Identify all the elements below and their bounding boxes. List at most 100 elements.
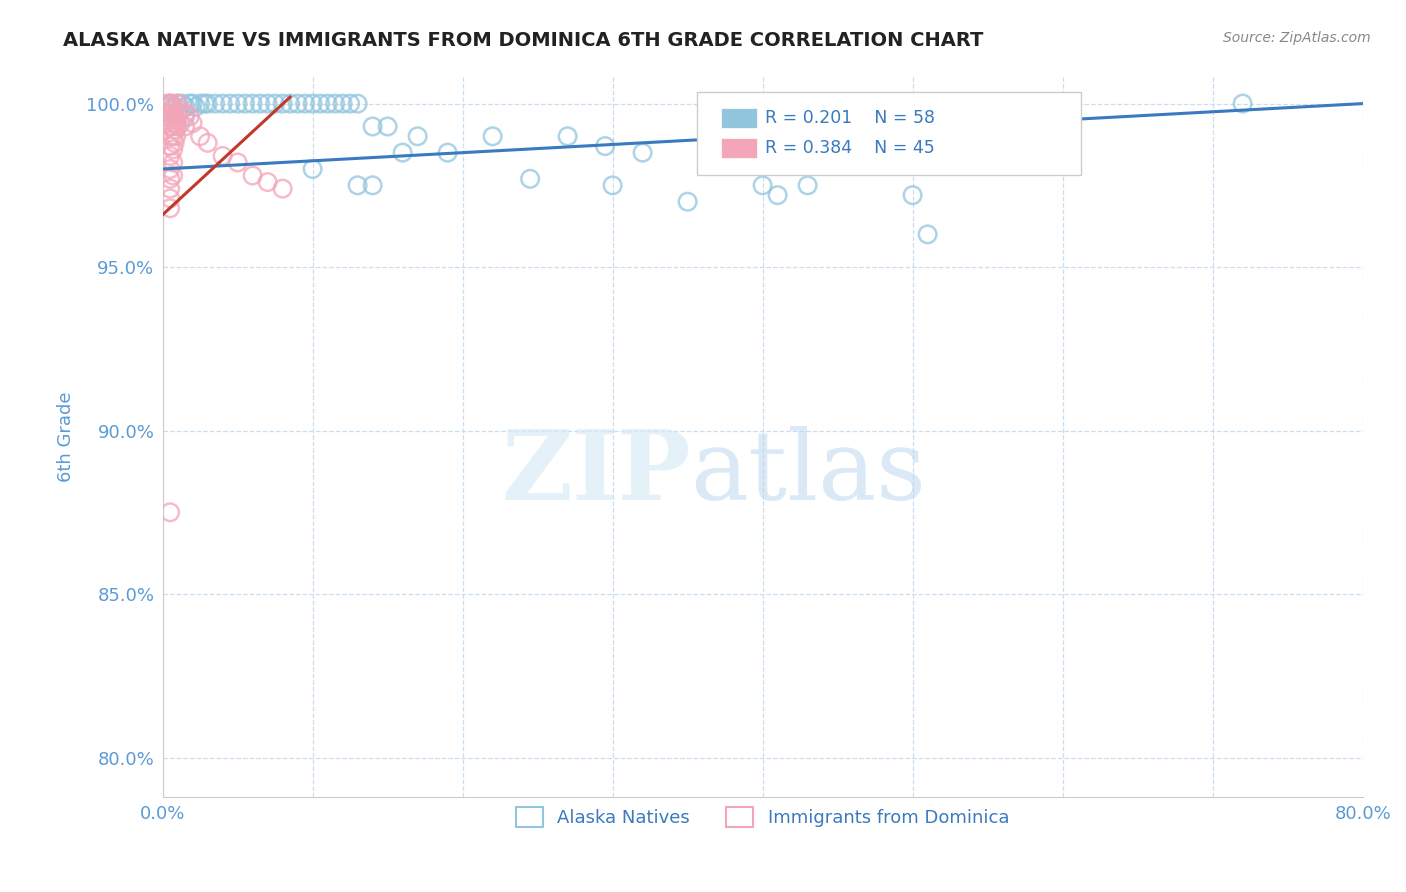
Point bbox=[159, 139, 181, 153]
Point bbox=[156, 96, 179, 111]
Point bbox=[157, 100, 180, 114]
Point bbox=[159, 103, 181, 117]
Point bbox=[174, 106, 197, 120]
Point bbox=[163, 110, 186, 124]
Text: R = 0.384    N = 45: R = 0.384 N = 45 bbox=[765, 139, 935, 157]
Point bbox=[278, 96, 301, 111]
Point bbox=[197, 96, 219, 111]
Point bbox=[226, 155, 249, 169]
Point bbox=[162, 142, 184, 156]
Point bbox=[179, 110, 201, 124]
Point bbox=[159, 201, 181, 215]
Point bbox=[184, 100, 207, 114]
Point bbox=[271, 181, 294, 195]
Point bbox=[316, 96, 339, 111]
Point bbox=[211, 149, 233, 163]
Text: Source: ZipAtlas.com: Source: ZipAtlas.com bbox=[1223, 31, 1371, 45]
Point bbox=[162, 100, 184, 114]
Point bbox=[166, 106, 188, 120]
Point bbox=[204, 96, 226, 111]
Point bbox=[157, 110, 180, 124]
Point bbox=[519, 171, 541, 186]
Point bbox=[162, 155, 184, 169]
Point bbox=[706, 155, 728, 169]
Point bbox=[160, 106, 183, 120]
Point bbox=[751, 178, 773, 193]
Point bbox=[166, 120, 188, 134]
Point bbox=[159, 161, 181, 176]
Point bbox=[264, 96, 287, 111]
Point bbox=[481, 129, 503, 144]
Text: ZIP: ZIP bbox=[501, 426, 690, 520]
Point bbox=[169, 116, 191, 130]
Point bbox=[332, 96, 354, 111]
Point bbox=[361, 120, 384, 134]
Point bbox=[174, 100, 197, 114]
Point bbox=[159, 120, 181, 134]
Text: ALASKA NATIVE VS IMMIGRANTS FROM DOMINICA 6TH GRADE CORRELATION CHART: ALASKA NATIVE VS IMMIGRANTS FROM DOMINIC… bbox=[63, 31, 984, 50]
Point bbox=[166, 96, 188, 111]
Point bbox=[1232, 96, 1254, 111]
Text: R = 0.201    N = 58: R = 0.201 N = 58 bbox=[765, 109, 935, 127]
Point bbox=[181, 96, 204, 111]
Text: atlas: atlas bbox=[690, 426, 927, 520]
Point bbox=[211, 96, 233, 111]
Point bbox=[233, 96, 256, 111]
Point bbox=[159, 96, 181, 111]
Point bbox=[631, 145, 654, 160]
Point bbox=[242, 169, 264, 183]
Point bbox=[162, 103, 184, 117]
Point bbox=[796, 178, 818, 193]
Point bbox=[901, 188, 924, 202]
Point bbox=[406, 129, 429, 144]
Point bbox=[165, 116, 187, 130]
Point bbox=[301, 161, 323, 176]
Point bbox=[309, 96, 332, 111]
Point bbox=[165, 129, 187, 144]
FancyBboxPatch shape bbox=[721, 138, 756, 158]
Point bbox=[593, 139, 616, 153]
Point bbox=[163, 136, 186, 150]
Point bbox=[301, 96, 323, 111]
Point bbox=[159, 191, 181, 205]
Point bbox=[188, 129, 211, 144]
Point bbox=[174, 110, 197, 124]
Point bbox=[159, 106, 181, 120]
Point bbox=[159, 181, 181, 195]
Point bbox=[179, 96, 201, 111]
Point bbox=[436, 145, 458, 160]
Point bbox=[377, 120, 399, 134]
Point bbox=[156, 100, 179, 114]
Y-axis label: 6th Grade: 6th Grade bbox=[58, 392, 75, 483]
Point bbox=[766, 188, 789, 202]
Point bbox=[159, 96, 181, 111]
Point bbox=[174, 120, 197, 134]
Point bbox=[346, 96, 368, 111]
Point bbox=[159, 149, 181, 163]
Point bbox=[256, 175, 278, 189]
Point bbox=[162, 116, 184, 130]
Point bbox=[676, 194, 699, 209]
Point bbox=[159, 505, 181, 519]
Point bbox=[162, 129, 184, 144]
Point bbox=[226, 96, 249, 111]
Point bbox=[339, 96, 361, 111]
Point bbox=[602, 178, 624, 193]
Point bbox=[361, 178, 384, 193]
Point bbox=[271, 96, 294, 111]
Point bbox=[159, 110, 181, 124]
Point bbox=[256, 96, 278, 111]
Point bbox=[323, 96, 346, 111]
Point bbox=[391, 145, 413, 160]
Point bbox=[166, 96, 188, 111]
Point bbox=[159, 171, 181, 186]
Point bbox=[917, 227, 939, 242]
Point bbox=[162, 169, 184, 183]
Point bbox=[181, 116, 204, 130]
Point bbox=[169, 103, 191, 117]
Point bbox=[197, 136, 219, 150]
Point bbox=[172, 96, 194, 111]
Point bbox=[160, 96, 183, 111]
Point bbox=[346, 178, 368, 193]
Point bbox=[166, 110, 188, 124]
